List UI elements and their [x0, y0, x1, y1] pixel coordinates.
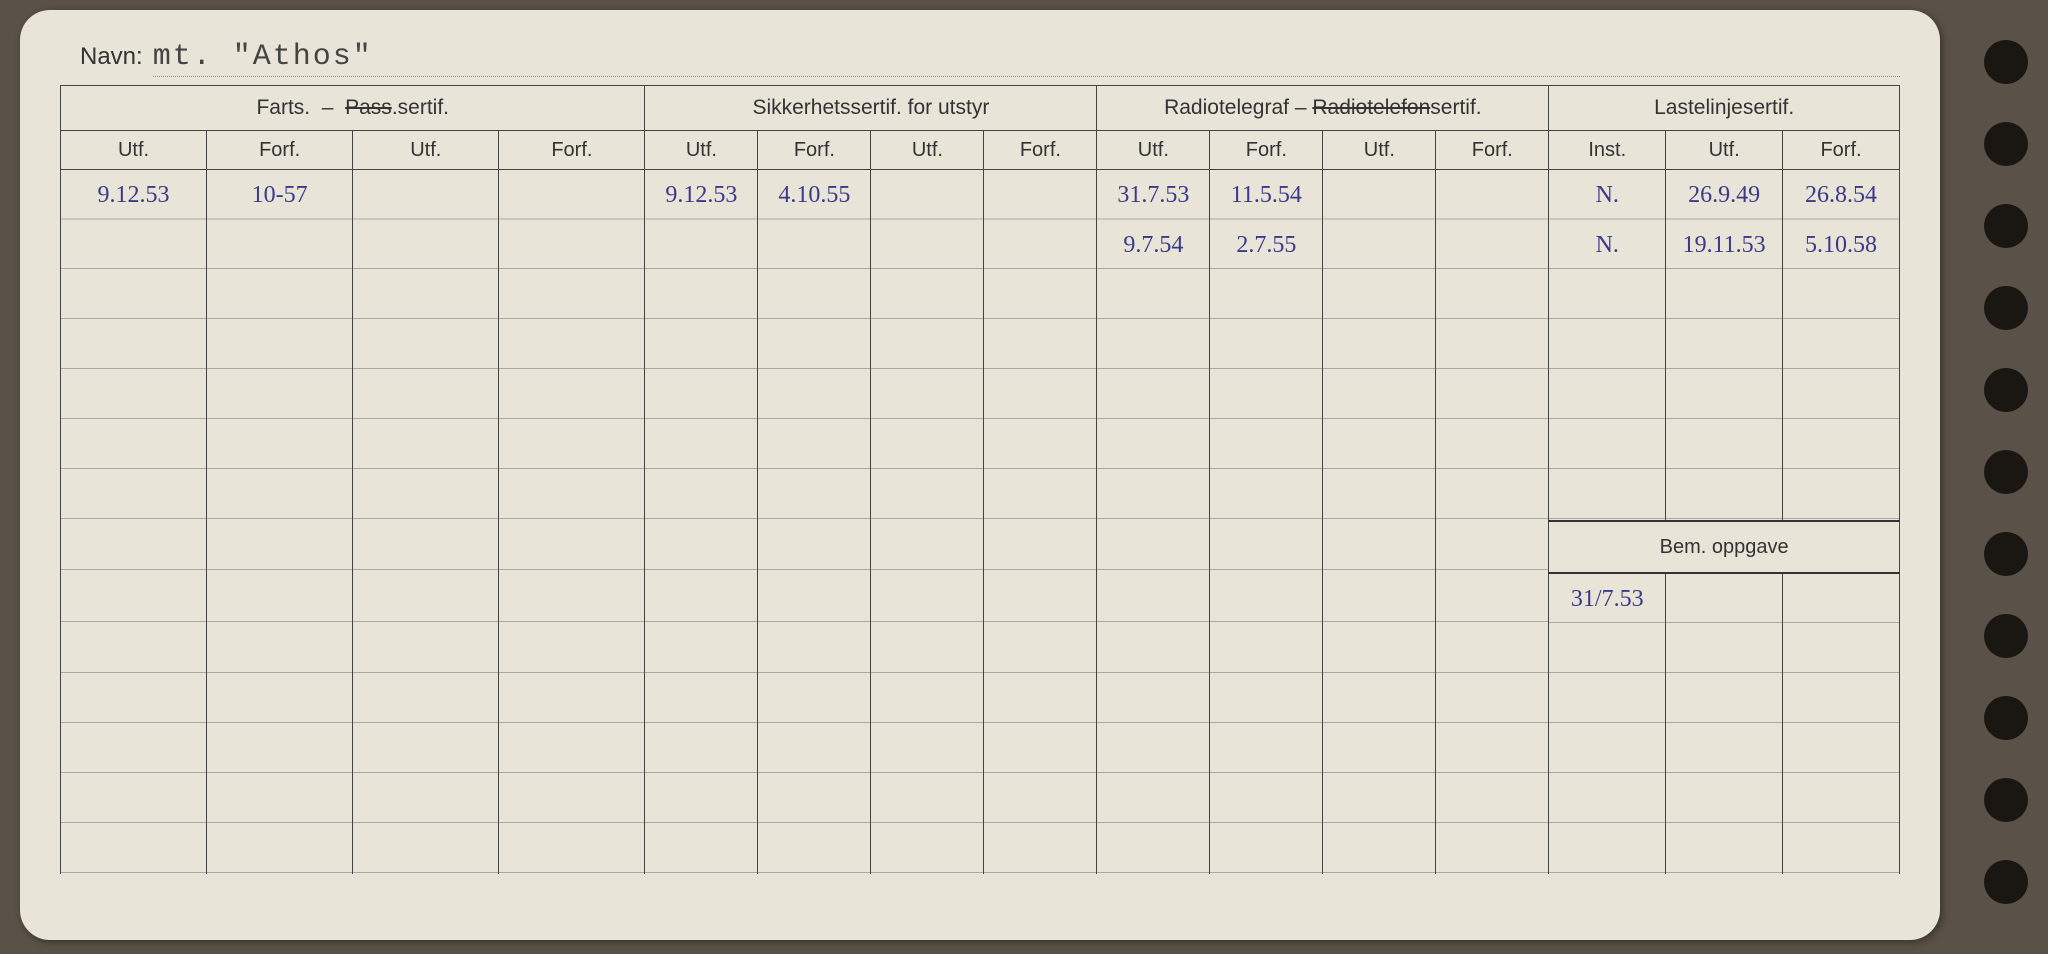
cell: 10-57 — [207, 170, 353, 221]
cell: 19.11.53 — [1666, 220, 1783, 270]
col-inst: Inst. — [1549, 131, 1666, 170]
col-forf: Forf. — [207, 131, 353, 170]
col-forf: Forf. — [1436, 131, 1549, 170]
table-row — [61, 370, 1900, 420]
name-label: Navn: — [80, 43, 143, 71]
bem-oppgave-header: Bem. oppgave — [1549, 521, 1900, 573]
header-group-sikkerhet: Sikkerhetssertif. for utstyr — [645, 86, 1097, 131]
col-forf: Forf. — [758, 131, 871, 170]
col-forf: Forf. — [1783, 131, 1900, 170]
cell — [758, 220, 871, 270]
col-utf: Utf. — [871, 131, 984, 170]
hole-icon — [1984, 860, 2028, 904]
certificate-table: Farts. – Pass.sertif. Sikkerhetssertif. … — [60, 85, 1900, 874]
cell: 2.7.55 — [1210, 220, 1323, 270]
cell: 9.12.53 — [61, 170, 207, 221]
cell — [207, 220, 353, 270]
strike-pass: Pass — [345, 96, 392, 119]
cell — [871, 220, 984, 270]
table-row — [61, 824, 1900, 874]
cell — [1323, 170, 1436, 221]
table-row — [61, 624, 1900, 674]
table-row: 9.12.53 10-57 9.12.53 4.10.55 31.7.53 11… — [61, 170, 1900, 221]
cell — [499, 170, 645, 221]
cell: 11.5.54 — [1210, 170, 1323, 221]
hole-icon — [1984, 614, 2028, 658]
table-row — [61, 724, 1900, 774]
header-group-farts: Farts. – Pass.sertif. — [61, 86, 645, 131]
name-value: mt. "Athos" — [153, 40, 1900, 77]
cell — [984, 220, 1097, 270]
hole-icon — [1984, 204, 2028, 248]
cell: N. — [1549, 170, 1666, 221]
table-row — [61, 470, 1900, 521]
table-row — [61, 320, 1900, 370]
col-utf: Utf. — [645, 131, 758, 170]
hole-icon — [1984, 40, 2028, 84]
table-row: 9.7.54 2.7.55 N. 19.11.53 5.10.58 — [61, 220, 1900, 270]
strike-radiotelefon: Radiotelefon — [1312, 96, 1430, 119]
cell — [1436, 220, 1549, 270]
table-row — [61, 774, 1900, 824]
cell — [984, 170, 1097, 221]
cell — [61, 220, 207, 270]
hole-icon — [1984, 696, 2028, 740]
cell: 4.10.55 — [758, 170, 871, 221]
table-row: 31/7.53 — [61, 573, 1900, 624]
hole-icon — [1984, 532, 2028, 576]
cell — [1323, 220, 1436, 270]
col-forf: Forf. — [499, 131, 645, 170]
hole-icon — [1984, 450, 2028, 494]
cell: N. — [1549, 220, 1666, 270]
binder-holes — [1984, 40, 2028, 904]
cell — [871, 170, 984, 221]
cell — [353, 220, 499, 270]
table-row — [61, 420, 1900, 470]
cell: 26.8.54 — [1783, 170, 1900, 221]
hole-icon — [1984, 122, 2028, 166]
col-utf: Utf. — [1097, 131, 1210, 170]
col-utf: Utf. — [1323, 131, 1436, 170]
cell: 9.7.54 — [1097, 220, 1210, 270]
cell — [1436, 170, 1549, 221]
cell — [645, 220, 758, 270]
header-group-radio: Radiotelegraf – Radiotelefonsertif. — [1097, 86, 1549, 131]
cell — [353, 170, 499, 221]
cell: 26.9.49 — [1666, 170, 1783, 221]
table-row — [61, 674, 1900, 724]
cell — [499, 220, 645, 270]
col-utf: Utf. — [61, 131, 207, 170]
cell: 5.10.58 — [1783, 220, 1900, 270]
header-group-lastelinje: Lastelinjesertif. — [1549, 86, 1900, 131]
hole-icon — [1984, 778, 2028, 822]
col-forf: Forf. — [1210, 131, 1323, 170]
table-row: Bem. oppgave — [61, 521, 1900, 573]
col-forf: Forf. — [984, 131, 1097, 170]
cell: 31.7.53 — [1097, 170, 1210, 221]
table-row — [61, 270, 1900, 320]
cell: 9.12.53 — [645, 170, 758, 221]
col-utf: Utf. — [1666, 131, 1783, 170]
col-utf: Utf. — [353, 131, 499, 170]
table-body: 9.12.53 10-57 9.12.53 4.10.55 31.7.53 11… — [61, 170, 1900, 875]
hole-icon — [1984, 286, 2028, 330]
hole-icon — [1984, 368, 2028, 412]
name-row: Navn: mt. "Athos" — [60, 40, 1900, 77]
bem-cell: 31/7.53 — [1549, 573, 1666, 624]
record-card: Navn: mt. "Athos" Farts. – Pass.sertif. … — [20, 10, 1940, 940]
